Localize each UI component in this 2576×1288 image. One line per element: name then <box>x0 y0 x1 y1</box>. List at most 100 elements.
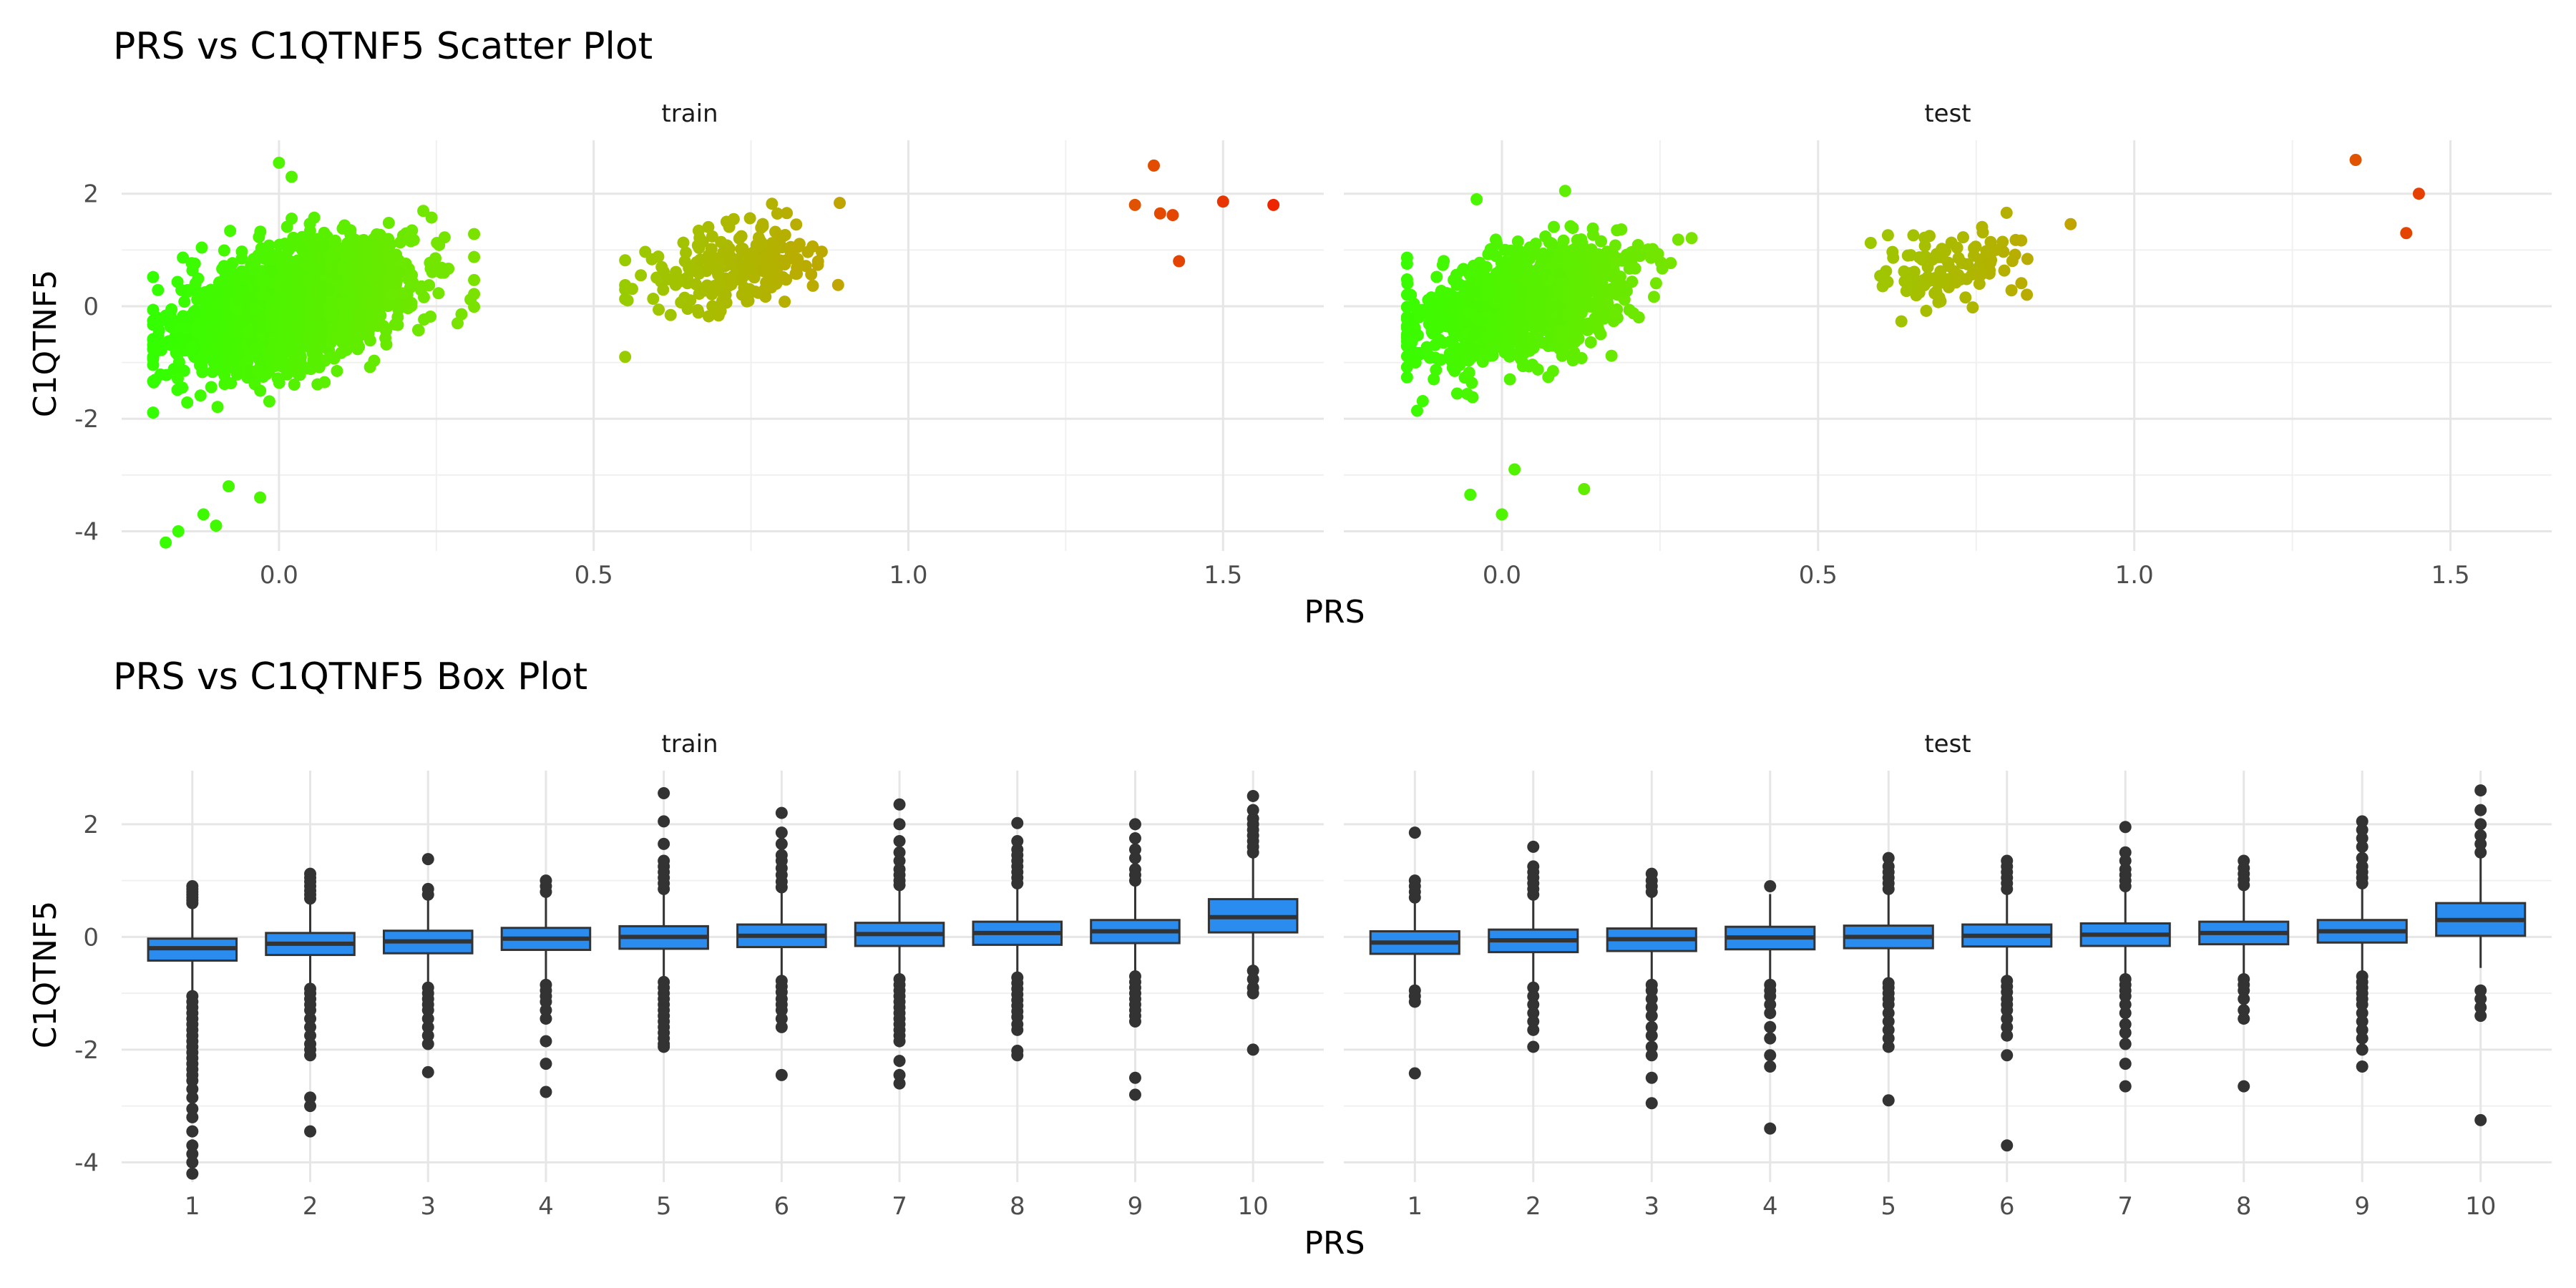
outlier-point <box>1764 990 1777 1002</box>
scatter-point <box>294 351 307 364</box>
scatter-point <box>1592 278 1605 291</box>
outlier-point <box>1882 1015 1895 1028</box>
scatter-point <box>1945 236 1958 249</box>
scatter-point <box>171 384 184 396</box>
scatter-point <box>1489 233 1502 246</box>
scatter-point <box>254 321 267 333</box>
scatter-point <box>2021 288 2034 301</box>
scatter-point <box>215 364 228 377</box>
outlier-point <box>2474 1010 2487 1023</box>
scatter-point <box>322 283 335 296</box>
scatter-point <box>180 322 193 335</box>
scatter-point <box>1430 270 1443 283</box>
outlier-point <box>1408 1067 1421 1080</box>
scatter-point <box>1452 297 1465 310</box>
scatter-point <box>733 232 746 245</box>
scatter-point <box>177 251 190 264</box>
scatter-point <box>347 333 360 346</box>
scatter-point <box>364 361 376 374</box>
scatter-point <box>647 293 660 306</box>
scatter-point <box>693 242 706 255</box>
scatter-point <box>318 376 331 389</box>
scatter-point <box>425 211 438 224</box>
scatter-point <box>273 156 286 169</box>
scatter-point <box>297 258 310 270</box>
scatter-point <box>301 336 313 349</box>
outlier-point <box>2474 837 2487 850</box>
scatter-point <box>369 258 382 271</box>
scatter-point <box>1428 373 1440 386</box>
scatter-point <box>304 319 317 332</box>
x-tick-label: 0.5 <box>575 561 613 590</box>
scatter-point <box>1509 301 1522 313</box>
outlier-point <box>2238 1080 2250 1093</box>
scatter-point <box>326 250 339 263</box>
outlier-point <box>186 1125 199 1138</box>
outlier-point <box>2238 1004 2250 1017</box>
outlier-point <box>2356 1032 2368 1045</box>
outlier-point <box>2474 1001 2487 1014</box>
scatter-point <box>1439 288 1452 301</box>
outlier-point <box>2119 998 2132 1011</box>
outlier-point <box>2474 804 2487 816</box>
scatter-point <box>313 341 326 354</box>
scatter-point <box>1448 364 1461 377</box>
outlier-point <box>658 787 670 800</box>
scatter-point <box>273 238 286 251</box>
outlier-point <box>540 1035 552 1048</box>
scatter-point <box>653 303 665 316</box>
scatter-point <box>417 205 430 218</box>
scatter-point <box>715 235 728 248</box>
scatter-point <box>178 296 191 308</box>
x-tick-label: 5 <box>656 1192 672 1221</box>
outlier-point <box>1011 1023 1024 1036</box>
scatter-point <box>1521 273 1533 286</box>
scatter-point <box>1973 261 1986 274</box>
scatter-point <box>349 258 362 271</box>
scatter-panel-test: 0.0 0.5 1.0 1.5 <box>1344 140 2552 590</box>
outlier-point <box>186 1103 199 1116</box>
outlier-point <box>1128 1088 1141 1101</box>
outlier-point <box>1246 812 1259 825</box>
x-tick-label: 9 <box>2354 1192 2370 1221</box>
outlier-point <box>2119 990 2132 1002</box>
scatter-point <box>1506 336 1519 348</box>
scatter-point <box>619 351 632 364</box>
scatter-point <box>147 358 160 371</box>
scatter-point <box>1574 320 1586 333</box>
scatter-point <box>1571 245 1584 258</box>
outlier-point <box>304 1091 317 1104</box>
scatter-point <box>195 361 208 374</box>
scatter-point <box>210 283 223 296</box>
outlier-point <box>2474 818 2487 831</box>
scatter-point <box>369 243 381 256</box>
scatter-point <box>1410 404 1423 417</box>
outlier-point <box>540 1013 552 1025</box>
outlier-point <box>540 1058 552 1070</box>
outlier-point <box>1645 1071 1658 1084</box>
outlier-point <box>186 1139 199 1152</box>
outlier-point <box>540 1004 552 1017</box>
scatter-point <box>366 299 379 312</box>
scatter-point <box>1586 222 1599 235</box>
outlier-point <box>1882 1007 1895 1020</box>
scatter-point <box>313 291 326 304</box>
scatter-point <box>378 297 391 310</box>
scatter-point <box>1545 237 1558 250</box>
scatter-point <box>1895 315 1908 328</box>
scatter-point <box>253 230 265 243</box>
outlier-point <box>1527 860 1540 873</box>
outlier-point <box>2474 992 2487 1005</box>
scatter-point <box>172 525 185 537</box>
scatter-point <box>756 220 769 233</box>
scatter-point <box>353 322 366 335</box>
scatter-point <box>1569 266 1582 279</box>
scatter-point <box>1564 220 1577 233</box>
scatter-point <box>1542 371 1555 384</box>
scatter-point <box>1471 313 1484 326</box>
scatter-point <box>1881 229 1894 242</box>
scatter-point <box>268 302 280 315</box>
outlier-point <box>1645 992 1658 1005</box>
scatter-point <box>1599 260 1611 273</box>
outlier-point <box>304 1100 317 1113</box>
